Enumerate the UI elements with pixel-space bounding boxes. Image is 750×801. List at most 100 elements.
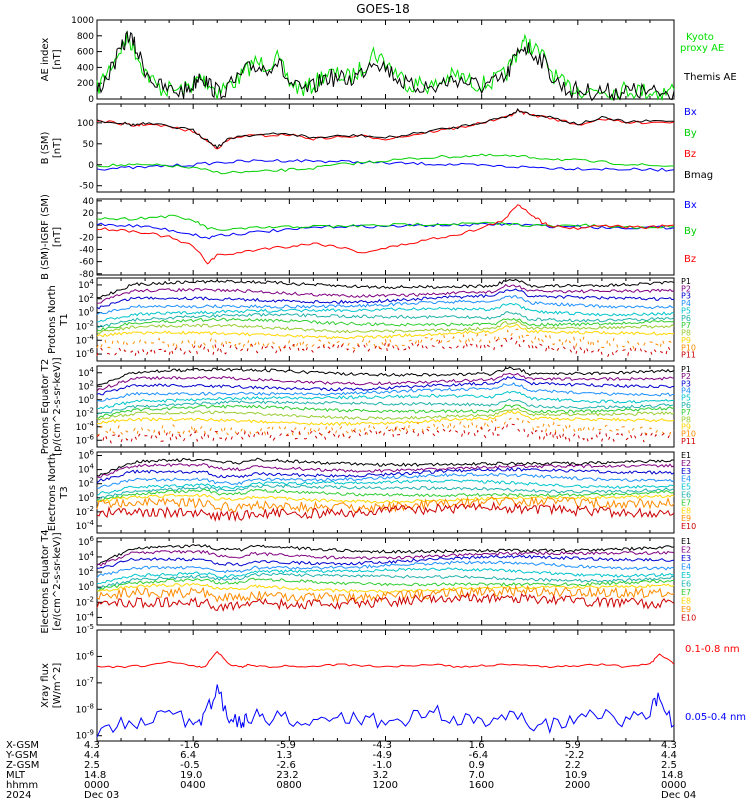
y-tick-label: 100: [78, 580, 94, 593]
y-tick-label: 0: [88, 161, 94, 171]
ephemeris-row: X-GSM 4.3 -1.6 -5.9 -4.3 1.6 5.9 4.3: [0, 740, 750, 751]
series-line-xray-1: [96, 684, 675, 738]
series-line-p1: [96, 278, 675, 299]
legend-p10: P10: [681, 343, 696, 352]
legend-e2: E2: [681, 546, 691, 555]
legend-p4: P4: [681, 299, 691, 308]
series-line-e3: [96, 467, 675, 484]
ephemeris-value: Dec 03: [84, 790, 120, 801]
legend-p1: P1: [681, 365, 691, 374]
y-axis-unit-b-2: [nT]: [52, 227, 63, 247]
ephemeris-row-label: 2024: [6, 790, 32, 801]
legend-e10: E10: [681, 522, 696, 531]
y-axis-label-flux-6: Electrons Equator T4: [40, 529, 51, 633]
series-line-p3: [96, 376, 675, 396]
series-line-e2: [96, 549, 675, 567]
series-line-e7: [96, 488, 675, 503]
ephemeris-value: 1.3: [276, 750, 293, 761]
series-line-e6: [96, 572, 675, 589]
ephemeris-row-label: X-GSM: [6, 740, 40, 751]
series-line-themis-ae: [96, 30, 675, 102]
y-tick-label: 0: [88, 221, 94, 231]
legend-p9: P9: [681, 336, 691, 345]
ephemeris-value: 14.8: [661, 770, 684, 781]
y-axis-unit-flux-6: [e/(cm^2-s-sr-keV)]: [52, 532, 63, 630]
ephemeris-value: -4.9: [372, 750, 393, 761]
legend-p7: P7: [681, 321, 691, 330]
series-line-e1: [96, 543, 675, 565]
y-axis-unit-b-1: [nT]: [52, 138, 63, 158]
series-line-e8: [96, 582, 675, 594]
y-axis-label-ae: AE index: [40, 38, 51, 82]
series-line-p8: [96, 320, 675, 335]
series-line-p8: [96, 407, 675, 421]
legend-bx: Bx: [684, 200, 697, 211]
series-line-e10: [96, 501, 675, 523]
series-line-p2: [96, 283, 675, 304]
y-tick-label: 100: [78, 306, 94, 319]
series-line-e8: [96, 493, 675, 504]
series-line-e7: [96, 577, 674, 592]
legend-p7: P7: [681, 408, 691, 417]
y-tick-label: 10-2: [76, 595, 94, 608]
ephemeris-value: -0.5: [180, 760, 200, 771]
series-line-e5: [96, 567, 675, 585]
series-line-p4: [96, 295, 675, 316]
legend-p11: P11: [681, 351, 696, 360]
series-line-by: [96, 153, 674, 175]
y-tick-label: 400: [77, 63, 94, 73]
ephemeris-value: 2.2: [564, 760, 581, 771]
legend-e5: E5: [681, 483, 691, 492]
y-tick-label: 10-7: [76, 676, 94, 689]
y-tick-label: 20: [83, 209, 95, 219]
legend-p8: P8: [681, 329, 691, 338]
y-tick-label: 10-6: [76, 433, 95, 446]
y-tick-label: 106: [78, 449, 94, 462]
legend-p6: P6: [681, 401, 691, 410]
ephemeris-row: 2024 Dec 03 Dec 04: [0, 790, 750, 801]
legend-e6: E6: [681, 491, 691, 500]
y-tick-label: 1000: [71, 16, 94, 26]
y-tick-label: 104: [78, 550, 94, 563]
ephemeris-value: 10.9: [564, 770, 588, 781]
y-tick-label: 104: [78, 366, 94, 379]
ephemeris-value: 4.3: [661, 740, 677, 751]
legend-e2: E2: [681, 459, 691, 468]
y-tick-label: 10-6: [76, 347, 95, 360]
ephemeris-row: MLT 14.8 19.0 23.2 3.2 7.0 10.9 14.8: [0, 770, 750, 781]
ephemeris-value: 6.4: [180, 750, 197, 761]
legend-bz: Bz: [684, 149, 696, 160]
y-tick-label: -20: [79, 233, 94, 243]
series-line-e1: [96, 457, 675, 477]
ephemeris-value: 4.4: [84, 750, 100, 761]
legend-bz: Bz: [684, 254, 696, 265]
panel-frame: [96, 365, 675, 448]
y-tick-label: -40: [79, 245, 94, 255]
ephemeris-value: -5.9: [276, 740, 296, 751]
y-tick-label: 106: [78, 535, 94, 548]
y-tick-label: -50: [79, 182, 94, 192]
y-axis-label-2-flux-3: T1: [59, 313, 70, 326]
y-tick-label: 600: [77, 48, 94, 58]
legend-by: By: [684, 128, 697, 139]
y-axis-label-flux-3: Protons North: [47, 285, 58, 354]
ephemeris-value: 7.0: [468, 770, 485, 781]
panel-frame: [96, 198, 675, 276]
series-line-e9: [96, 584, 675, 604]
ephemeris-row: Y-GSM 4.4 6.4 1.3 -4.9 -6.4 -2.2 4.4: [0, 750, 750, 761]
ephemeris-value: 1.6: [468, 740, 485, 751]
ephemeris-value: 0000: [661, 780, 687, 791]
series-line-by: [96, 214, 675, 231]
series-line-e2: [96, 462, 675, 479]
panel-frame: [96, 451, 675, 534]
ephemeris-row-label: hhmm: [6, 780, 39, 791]
legend-e9: E9: [681, 514, 691, 523]
legend-p11: P11: [681, 437, 696, 446]
ephemeris-value: 14.8: [84, 770, 107, 781]
ephemeris-value: -2.2: [564, 750, 585, 761]
y-tick-label: 100: [77, 119, 94, 129]
y-tick-label: -60: [79, 258, 94, 268]
ephemeris-value: 19.0: [180, 770, 203, 781]
legend-p3: P3: [681, 292, 691, 301]
